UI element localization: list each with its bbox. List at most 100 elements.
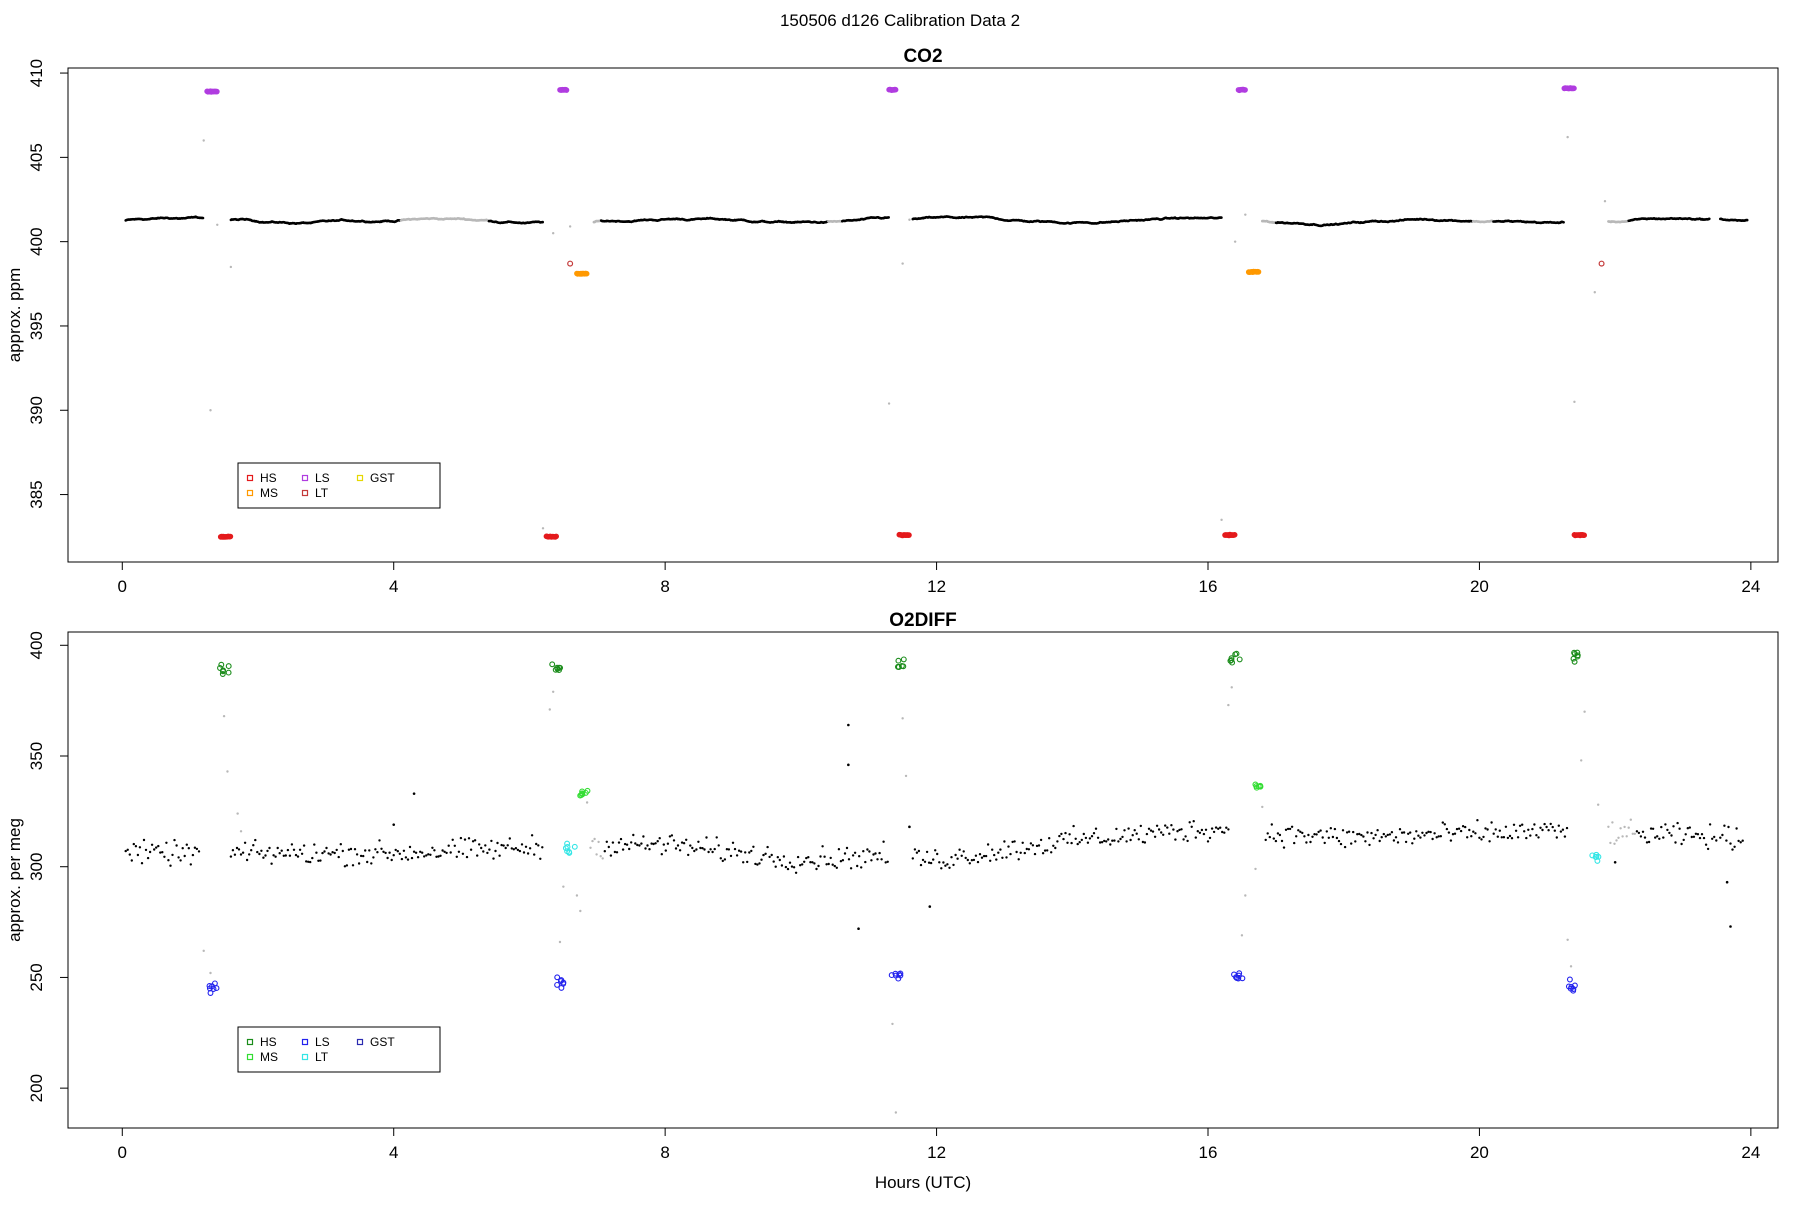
data-point	[243, 841, 247, 844]
data-point	[764, 852, 767, 855]
data-point	[927, 861, 931, 864]
data-point	[1280, 839, 1284, 843]
data-point	[1031, 844, 1035, 847]
data-point	[1625, 835, 1628, 838]
data-point	[1686, 827, 1690, 830]
data-point	[1143, 841, 1147, 844]
data-point	[1729, 925, 1732, 928]
transition-point	[229, 265, 233, 269]
data-point	[1264, 838, 1267, 842]
data-point	[976, 860, 980, 864]
data-point	[256, 850, 259, 854]
data-point	[837, 848, 841, 851]
data-point	[640, 842, 643, 845]
data-points	[124, 649, 1744, 1114]
data-point	[408, 845, 412, 849]
data-point	[644, 847, 647, 850]
data-point	[1350, 842, 1353, 845]
data-point	[1266, 832, 1269, 835]
data-point	[331, 851, 334, 854]
data-point	[1607, 825, 1610, 828]
data-point	[276, 846, 279, 850]
data-point	[691, 846, 694, 850]
data-point	[870, 859, 873, 862]
data-point	[153, 848, 156, 851]
data-point	[526, 852, 530, 855]
calibration-point	[1592, 854, 1599, 860]
data-point	[652, 842, 655, 846]
data-point	[1470, 835, 1473, 838]
data-point	[658, 837, 661, 840]
data-point	[1050, 851, 1053, 854]
data-point	[359, 854, 363, 858]
data-point	[825, 863, 828, 866]
data-point	[695, 848, 698, 851]
data-point	[717, 844, 720, 847]
data-point	[1182, 838, 1185, 841]
x-tick-label: 0	[118, 577, 127, 596]
data-point	[942, 861, 945, 864]
data-point	[1121, 835, 1124, 839]
data-point	[1090, 835, 1094, 838]
data-point	[1541, 828, 1544, 832]
data-point	[1166, 826, 1169, 829]
data-point	[254, 838, 257, 842]
data-point	[1523, 830, 1526, 833]
data-point	[601, 857, 604, 860]
data-point	[315, 851, 318, 854]
transition-point	[548, 708, 551, 711]
data-point	[1133, 829, 1136, 832]
data-point	[476, 854, 479, 857]
data-point	[1157, 828, 1161, 831]
data-point	[1484, 827, 1487, 830]
data-point	[1617, 836, 1620, 839]
data-point	[805, 856, 808, 860]
calibration-point	[554, 981, 561, 988]
data-point	[1174, 838, 1177, 841]
data-point	[1706, 847, 1710, 851]
data-point	[427, 853, 430, 856]
data-point	[1272, 837, 1276, 840]
data-point	[1060, 832, 1063, 836]
data-point	[1543, 822, 1546, 826]
calibration-point	[1598, 260, 1605, 267]
calibration-point	[554, 974, 561, 981]
series-lt	[562, 840, 1602, 864]
data-point	[1115, 827, 1118, 831]
data-point	[750, 849, 753, 853]
data-point	[1043, 849, 1047, 852]
data-point	[678, 849, 682, 852]
data-point	[823, 855, 826, 858]
data-point	[1427, 830, 1430, 833]
calibration-point	[897, 970, 904, 977]
data-point	[272, 854, 275, 857]
calibration-point	[1570, 655, 1577, 662]
transition-point	[216, 223, 219, 226]
data-point	[530, 834, 534, 837]
data-point	[325, 846, 328, 850]
data-point	[284, 854, 287, 857]
calibration-point	[1571, 982, 1578, 989]
data-point	[239, 853, 243, 856]
data-point	[954, 853, 957, 857]
data-point	[1396, 841, 1400, 844]
data-point	[510, 847, 513, 850]
data-point	[1370, 831, 1373, 835]
data-point	[1080, 838, 1084, 842]
data-point	[1639, 835, 1643, 838]
data-point	[384, 851, 387, 855]
data-point	[1619, 827, 1622, 830]
series-hs	[217, 531, 1588, 540]
data-point	[1305, 841, 1308, 844]
calibration-point	[549, 661, 556, 668]
data-point	[1221, 830, 1224, 834]
series-ms	[574, 268, 1262, 277]
data-point	[1390, 831, 1394, 834]
data-point	[327, 852, 330, 855]
data-point	[1384, 835, 1388, 838]
data-point	[1525, 836, 1528, 840]
data-point	[1459, 829, 1463, 833]
data-point	[735, 854, 739, 857]
data-point	[539, 857, 542, 860]
data-point	[1654, 836, 1657, 839]
